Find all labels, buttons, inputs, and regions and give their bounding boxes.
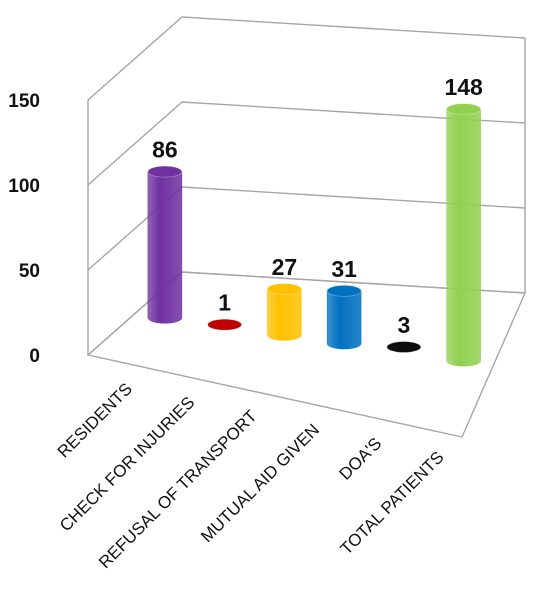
data-label-6: 148 bbox=[444, 74, 483, 100]
data-label-2: 1 bbox=[218, 290, 231, 316]
bar-2 bbox=[207, 318, 243, 331]
data-label-1: 86 bbox=[152, 137, 178, 163]
bar-top-1 bbox=[147, 165, 183, 178]
x-category-label-5: DOA'S bbox=[336, 434, 386, 484]
bar-4 bbox=[326, 284, 362, 350]
y-tick-label-100: 100 bbox=[8, 176, 40, 197]
data-label-4: 31 bbox=[331, 256, 357, 282]
y-tick-label-50: 50 bbox=[19, 261, 40, 282]
bars bbox=[147, 103, 482, 367]
bar-body-4 bbox=[326, 290, 362, 350]
bar-6 bbox=[446, 103, 482, 367]
bar-5 bbox=[386, 341, 422, 353]
x-category-label-1: RESIDENTS bbox=[54, 379, 136, 461]
data-label-3: 27 bbox=[272, 254, 298, 280]
gridline-100 bbox=[87, 101, 526, 186]
bar-body-3 bbox=[267, 288, 302, 341]
bar-3 bbox=[266, 283, 302, 341]
y-axis-ticks: 0 50 100 150 bbox=[8, 91, 40, 367]
gridline-150 bbox=[87, 16, 526, 101]
data-labels: 86 1 27 31 3 148 bbox=[152, 74, 483, 338]
bar-top-2 bbox=[207, 318, 243, 331]
bar-body-6 bbox=[446, 108, 481, 367]
bar-top-4 bbox=[326, 284, 362, 297]
bar-body-1 bbox=[147, 171, 183, 324]
y-tick-label-150: 150 bbox=[8, 91, 40, 112]
bar-top-6 bbox=[446, 103, 482, 116]
x-category-label-2: CHECK FOR INJURIES bbox=[56, 393, 198, 535]
bar-top-3 bbox=[266, 283, 302, 295]
bar-top-5 bbox=[386, 341, 422, 353]
x-category-label-3: REFUSAL OF TRANSPORT bbox=[95, 407, 261, 573]
data-label-5: 3 bbox=[397, 312, 410, 338]
bar-1 bbox=[147, 165, 183, 324]
y-tick-label-0: 0 bbox=[29, 346, 40, 367]
